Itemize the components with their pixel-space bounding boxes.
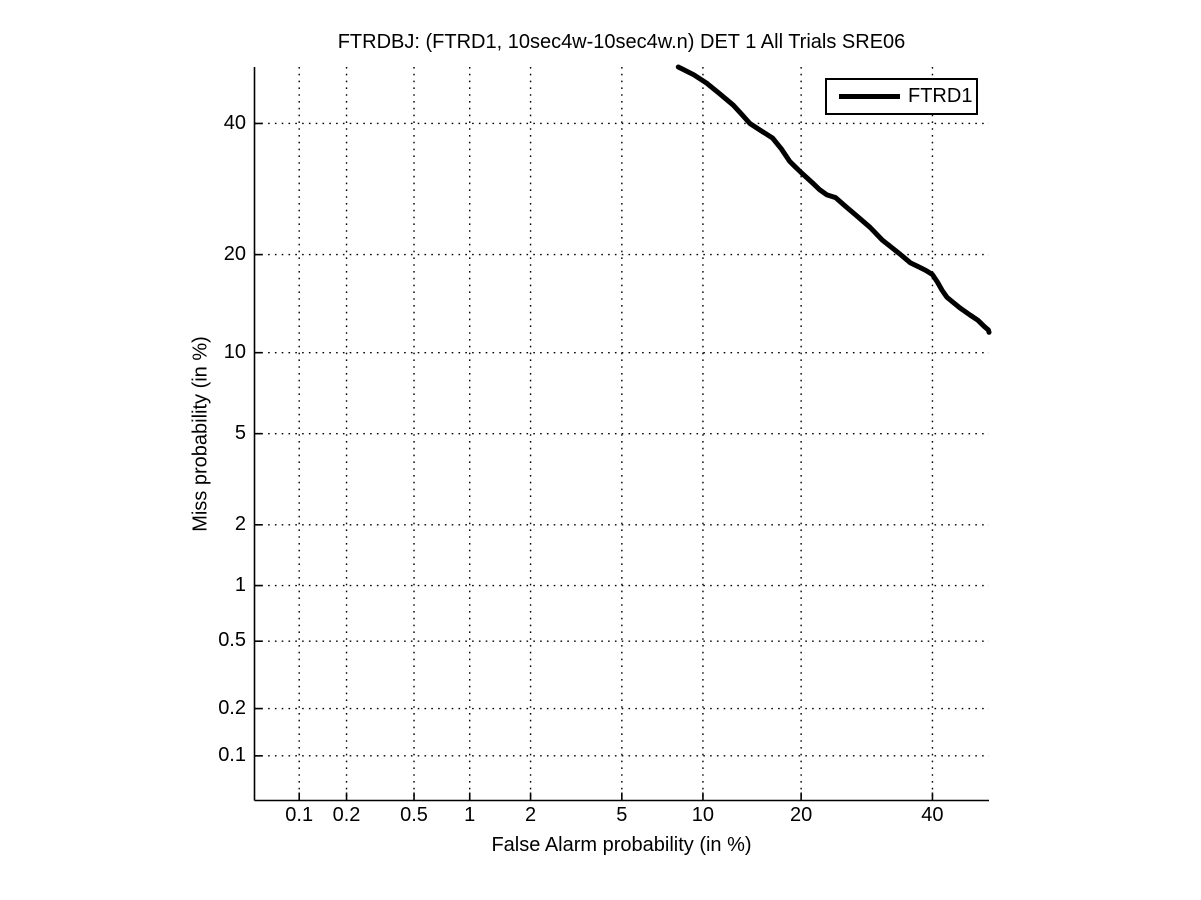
y-tick-label: 1: [234, 573, 246, 596]
x-tick-label: 0.1: [285, 804, 314, 826]
y-tick-label: 0.2: [218, 696, 246, 719]
y-tick-label: 0.5: [218, 629, 246, 652]
y-tick-label: 40: [223, 111, 246, 134]
x-tick-label: 0.2: [332, 804, 361, 826]
legend: FTRD1: [825, 78, 978, 115]
legend-label: FTRD1: [908, 85, 973, 107]
chart-title: FTRDBJ: (FTRD1, 10sec4w-10sec4w.n) DET 1…: [337, 31, 906, 53]
det-curve-FTRD1: [675, 64, 992, 335]
y-tick-label: 20: [223, 242, 246, 265]
x-tick-label: 0.5: [400, 804, 428, 826]
x-axis-label: False Alarm probability (in %): [491, 834, 752, 856]
legend-line-sample-icon: [839, 94, 900, 99]
x-tick-label: 20: [789, 804, 813, 826]
y-tick-label: 10: [223, 340, 246, 363]
y-tick-label: 2: [234, 512, 246, 535]
x-tick-label: 1: [464, 804, 476, 826]
x-tick-label: 5: [616, 804, 628, 826]
x-tick-label: 2: [525, 804, 537, 826]
x-tick-label: 40: [921, 804, 944, 826]
y-tick-label: 5: [234, 421, 246, 444]
y-tick-label: 0.1: [218, 743, 246, 766]
x-tick-label: 10: [691, 804, 715, 826]
